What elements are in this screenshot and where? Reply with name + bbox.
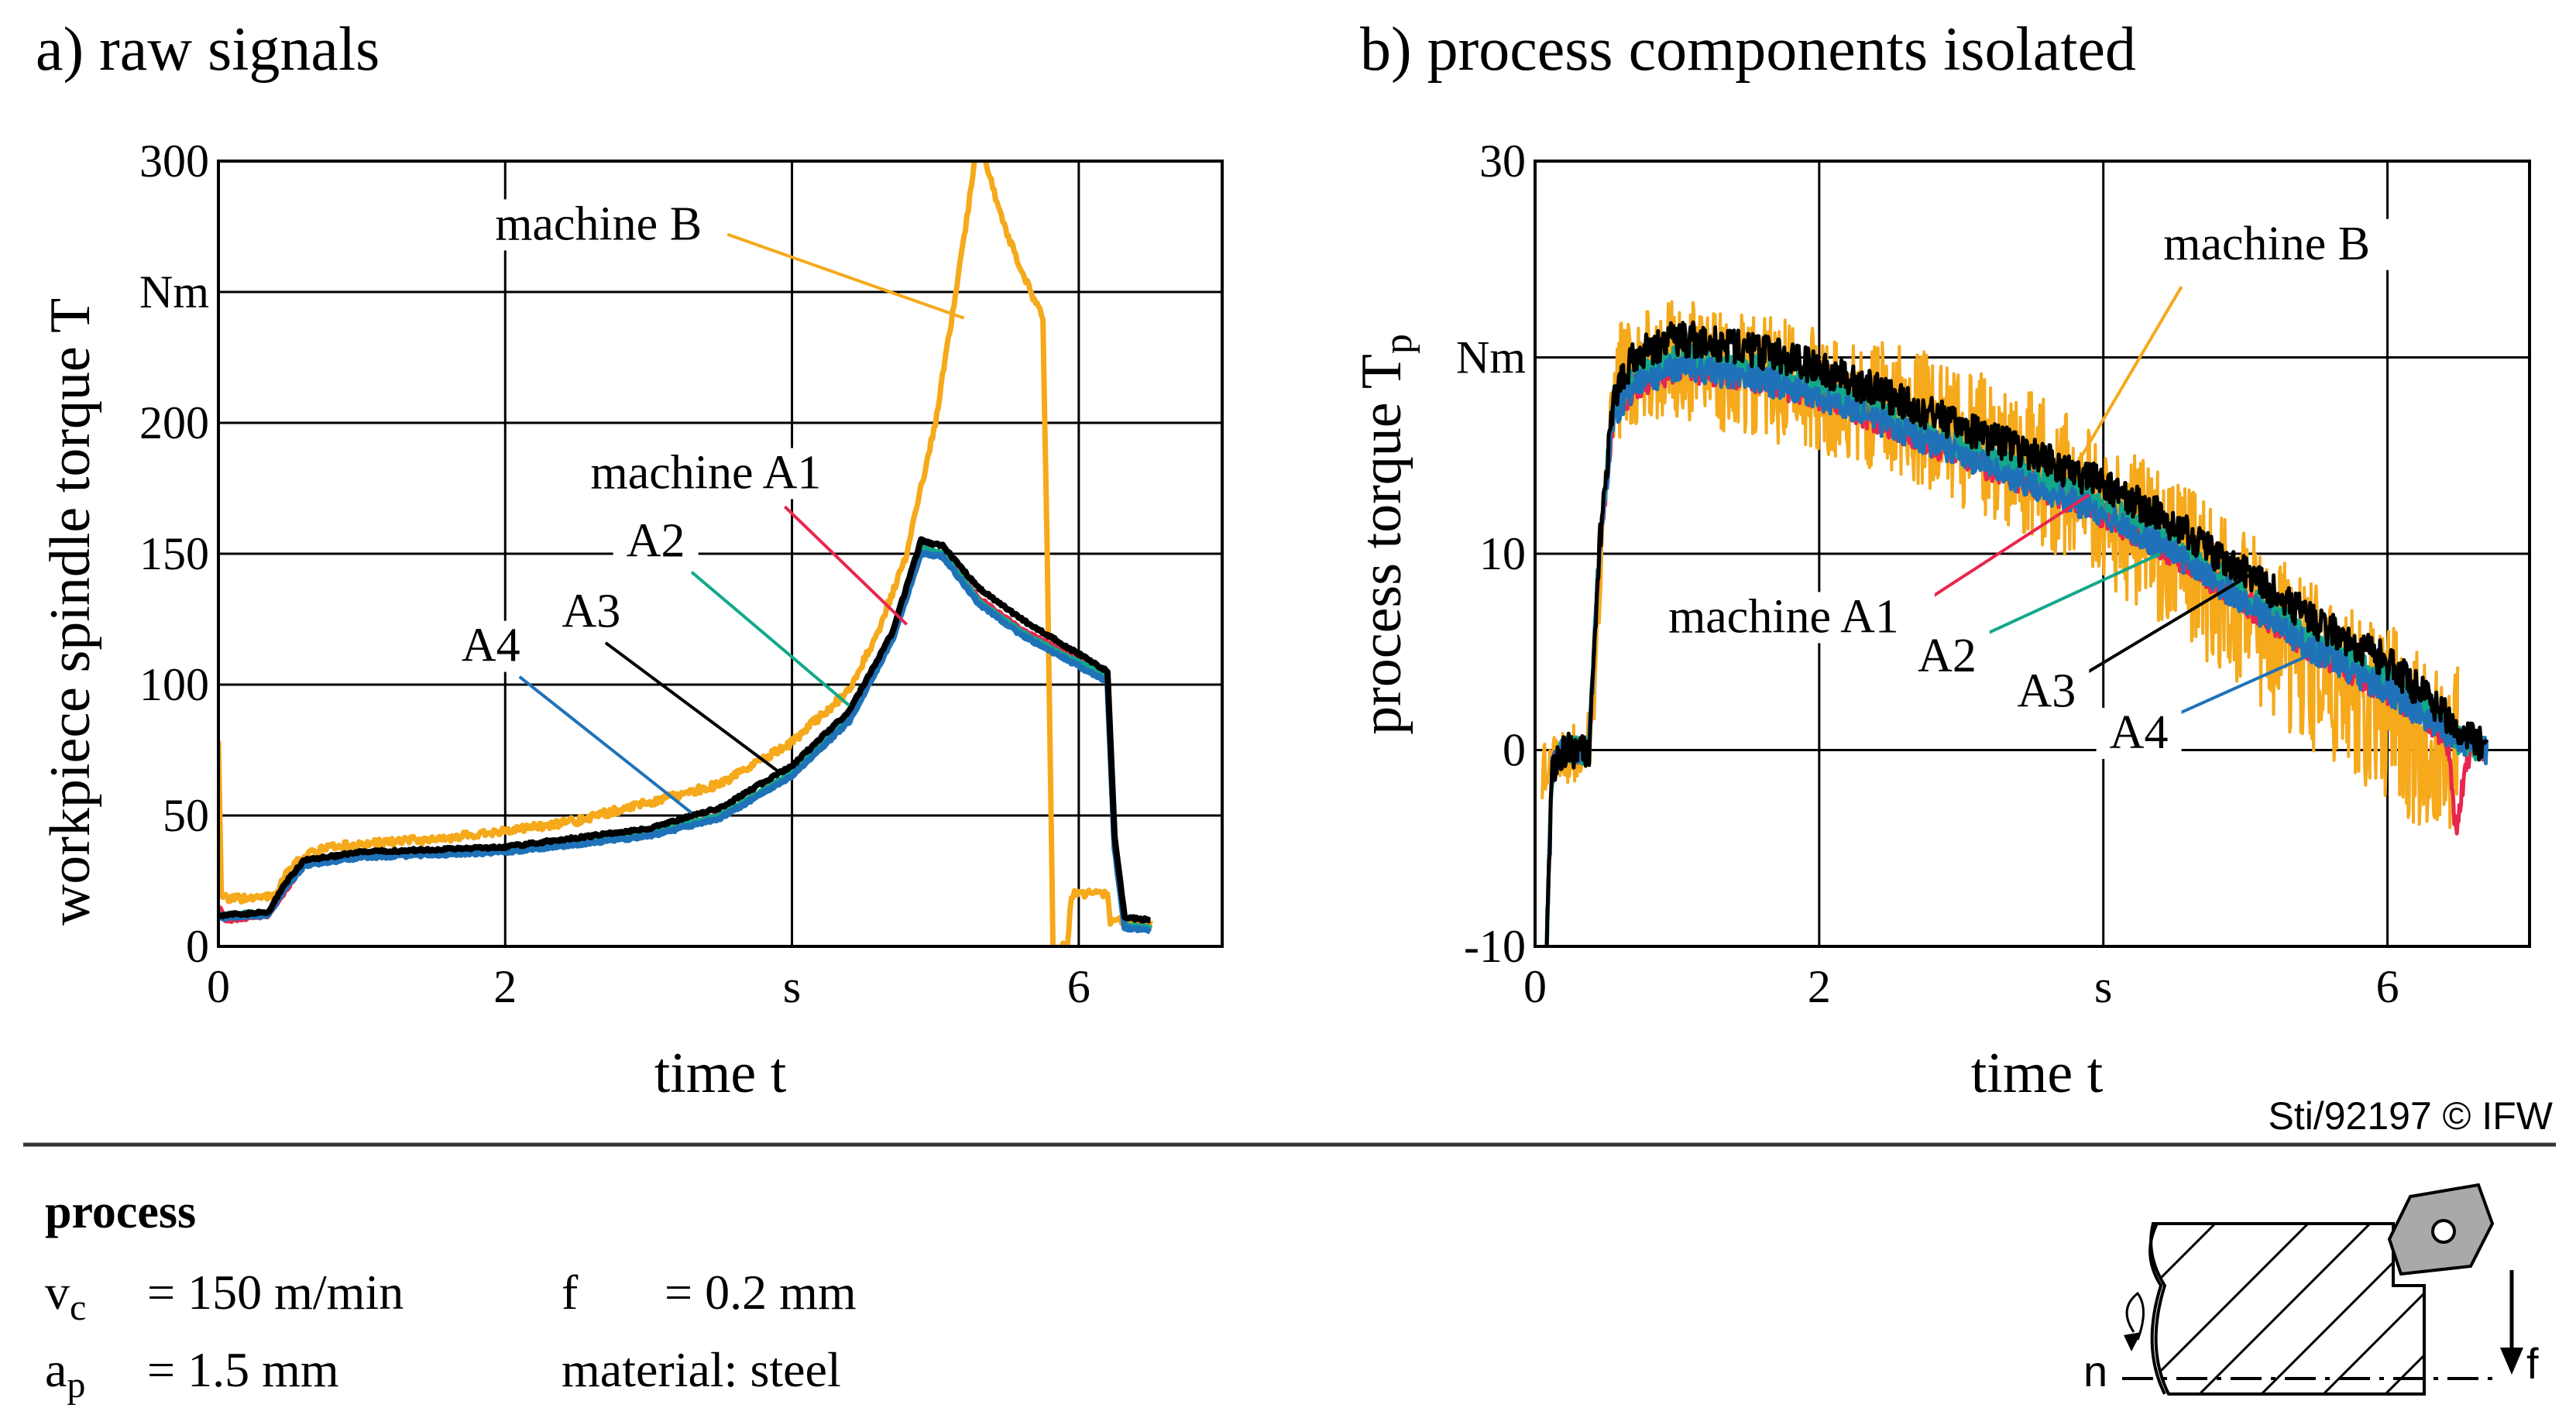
annotation-label: A3: [2017, 665, 2076, 718]
annotation-label: machine B: [2163, 218, 2370, 270]
x-tick-label: 0: [207, 961, 230, 1012]
material-text: material: steel: [562, 1342, 841, 1397]
panel-b-ylabel-main: process torque T: [1350, 354, 1413, 735]
panel-b-ylabel: process torque Tp: [1350, 334, 1420, 735]
annotation-leader: [726, 232, 965, 320]
grid: [218, 161, 1222, 946]
credit-text: Sti/92197 © IFW: [2268, 1094, 2553, 1138]
panel-a-title: a) raw signals: [36, 15, 380, 84]
insert-hole-icon: [2431, 1219, 2456, 1244]
diagram-f-label: f: [2526, 1339, 2539, 1388]
annotation-leader: [2166, 650, 2317, 720]
rotation-arrow-icon: [2125, 1291, 2145, 1341]
y-tick-label: 10: [1479, 528, 1526, 579]
y-tick-label: 200: [139, 397, 209, 448]
annotation-label: A4: [2110, 706, 2169, 759]
annotation-label: machine A1: [1668, 590, 1899, 643]
annotation-label: machine A1: [591, 447, 822, 500]
series-group: [1540, 300, 2489, 946]
series-group: [218, 161, 1153, 946]
panel-b-ylabel-sub: p: [1376, 334, 1420, 354]
y-tick-label: 30: [1479, 136, 1526, 187]
y-tick-label: 0: [186, 921, 209, 972]
annotation-bg: [2004, 666, 2090, 718]
annotation-bg: [558, 448, 854, 500]
y-tick-label: 0: [1503, 725, 1526, 776]
x-tick-label: 2: [493, 961, 517, 1012]
f-value: = 0.2 mm: [665, 1265, 857, 1320]
annotation-bg: [548, 586, 634, 638]
y-tick-label: -10: [1464, 921, 1526, 972]
y-tick-label: Nm: [139, 266, 209, 318]
annotation-bg: [470, 199, 726, 251]
x-tick-label: 6: [1067, 961, 1091, 1012]
annotation-bg: [2096, 707, 2182, 759]
series-line-machine-a1: [218, 546, 1152, 932]
process-parameters: process vc = 150 m/min f = 0.2 mm ap = 1…: [45, 1186, 857, 1406]
feed-arrowhead-icon: [2500, 1348, 2523, 1375]
panel-b-title: b) process components isolated: [1360, 15, 2136, 84]
f-symbol: f: [562, 1265, 579, 1320]
ap-symbol: ap: [45, 1342, 85, 1406]
annotation-label: machine B: [495, 197, 702, 250]
series-line-a3: [1544, 320, 2488, 946]
annotation-leader: [518, 675, 693, 815]
y-tick-label: 50: [163, 790, 209, 841]
ap-sub: p: [67, 1365, 85, 1406]
series-line-machine-b: [218, 161, 1153, 946]
plot-frame: [217, 160, 1224, 948]
annotation-bg: [2138, 218, 2395, 270]
x-tick-label: 6: [2376, 961, 2399, 1012]
grid: [1535, 161, 2530, 946]
y-tick-label: 300: [139, 136, 209, 187]
annotation-bg: [448, 620, 534, 672]
x-tick-label: s: [2094, 961, 2112, 1012]
workpiece-break: [2148, 1223, 2166, 1395]
y-tick-label: Nm: [1456, 332, 1526, 383]
y-tick-label: 150: [139, 528, 209, 579]
ap-value: = 1.5 mm: [147, 1342, 339, 1397]
vc-sym: v: [45, 1265, 70, 1320]
annotation-bg: [1904, 631, 1990, 683]
annotation-leader: [783, 505, 908, 626]
annotation-leader: [690, 571, 850, 707]
y-tick-label: 100: [139, 659, 209, 710]
series-line-a3: [218, 536, 1152, 924]
annotation-leader: [1925, 493, 2090, 603]
annotation-label: A3: [562, 585, 620, 638]
annotation-label: A2: [627, 514, 685, 567]
vc-value: = 150 m/min: [147, 1265, 404, 1320]
annotation-leader: [2081, 572, 2254, 677]
x-tick-label: s: [783, 961, 801, 1012]
series-line-a4: [218, 549, 1152, 935]
x-tick-label: 0: [1523, 961, 1547, 1012]
vc-sub: c: [70, 1287, 86, 1328]
vc-symbol: vc: [45, 1265, 86, 1328]
diagram-n-label: n: [2083, 1347, 2107, 1396]
annotation-leader: [1967, 552, 2161, 644]
panel-b: b) process components isolated 0 2 s 6-1001…: [1350, 15, 2531, 1105]
panel-b-xlabel: time t: [1971, 1042, 2104, 1105]
annotation-label: A4: [462, 620, 520, 672]
ap-sym: a: [45, 1342, 67, 1397]
annotation-bg: [1633, 592, 1935, 644]
panel-a: a) raw signals 0 2 s 6 0 50 100 150 200 Nm 300 mach…: [36, 15, 1224, 1105]
panel-a-xlabel: time t: [654, 1042, 787, 1105]
process-heading: process: [45, 1186, 196, 1238]
x-tick-label: 2: [1808, 961, 1831, 1012]
workpiece-hatching: [2151, 1224, 2424, 1394]
annotation-label: A2: [1918, 630, 1977, 682]
series-line-a2: [218, 544, 1153, 932]
plot-frame: [1534, 160, 2531, 948]
panel-a-ylabel: workpiece spindle torque T: [39, 298, 102, 925]
panel-a-plot: 0 2 s 6 0 50 100 150 200 Nm 300 machine B machine A1…: [139, 136, 1224, 1012]
turning-diagram: n f: [2083, 1183, 2539, 1396]
annotation-leader: [604, 641, 779, 773]
series-line-a4: [1544, 355, 2489, 946]
annotation-bg: [613, 516, 699, 568]
rotation-arrowhead-icon: [2124, 1332, 2142, 1351]
annotation-leader: [2080, 286, 2183, 457]
